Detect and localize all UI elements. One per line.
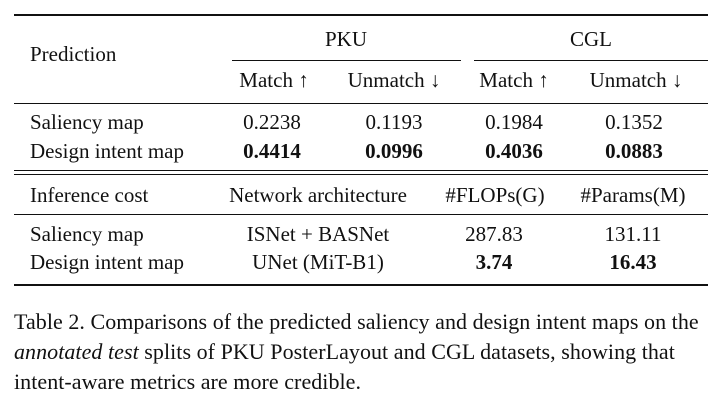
row-label: Design intent map <box>30 139 184 163</box>
cell-value-best: 0.4414 <box>243 139 301 163</box>
group-header-pku: PKU <box>324 27 368 51</box>
prediction-header: Prediction <box>30 42 117 66</box>
row-label: Saliency map <box>30 222 144 246</box>
cell-value-best: 0.4036 <box>485 139 543 163</box>
double-rule-bottom <box>14 174 708 175</box>
header-rule <box>14 103 708 104</box>
params-header: #Params(M) <box>580 183 686 207</box>
bottom-rule <box>14 284 708 286</box>
subheader-pku-unmatch: Unmatch ↓ <box>347 68 441 92</box>
cell-value-best: 0.0883 <box>605 139 663 163</box>
top-rule <box>14 14 708 16</box>
architecture-cell: UNet (MiT-B1) <box>252 250 384 274</box>
architecture-cell: ISNet + BASNet <box>246 222 390 246</box>
double-rule-top <box>14 170 708 171</box>
params-cell: 131.11 <box>604 222 662 246</box>
cell-value: 0.1984 <box>485 110 543 134</box>
flops-cell: 287.83 <box>465 222 523 246</box>
architecture-header: Network architecture <box>229 183 407 207</box>
subheader-pku-match: Match ↑ <box>239 68 309 92</box>
caption-text: Table 2. Comparisons of the predicted sa… <box>14 309 699 334</box>
inference-cost-header: Inference cost <box>30 183 149 207</box>
flops-header: #FLOPs(G) <box>445 183 545 207</box>
subheader-cgl-unmatch: Unmatch ↓ <box>589 68 683 92</box>
cost-header-rule <box>14 214 708 215</box>
cell-value: 0.2238 <box>243 110 301 134</box>
row-label: Design intent map <box>30 250 184 274</box>
group-header-cgl: CGL <box>570 27 612 51</box>
group-rule-cgl <box>474 60 708 61</box>
params-cell-best: 16.43 <box>609 250 657 274</box>
cell-value-best: 0.0996 <box>365 139 423 163</box>
caption-text-end: splits of PKU PosterLayout and CGL datas… <box>14 339 675 394</box>
row-label: Saliency map <box>30 110 144 134</box>
cell-value: 0.1193 <box>365 110 423 134</box>
table-caption: Table 2. Comparisons of the predicted sa… <box>14 307 714 397</box>
subheader-cgl-match: Match ↑ <box>479 68 549 92</box>
group-rule-pku <box>232 60 461 61</box>
cell-value: 0.1352 <box>605 110 663 134</box>
flops-cell-best: 3.74 <box>475 250 513 274</box>
caption-emphasis: annotated test <box>14 339 139 364</box>
